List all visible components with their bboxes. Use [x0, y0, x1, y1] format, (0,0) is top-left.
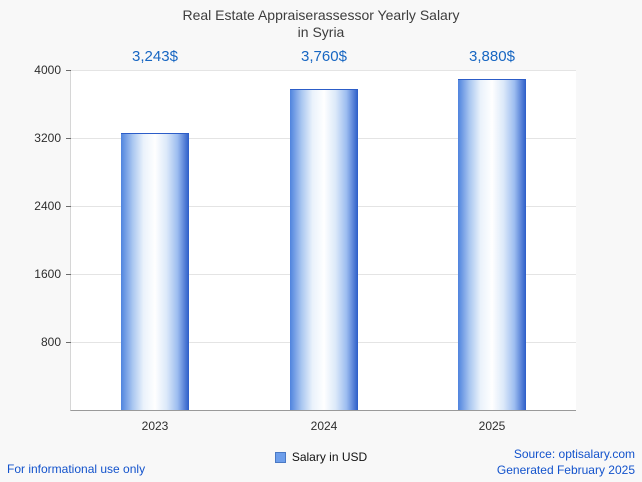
- y-axis-label: 2400: [34, 199, 61, 213]
- gridline: [71, 70, 576, 71]
- value-label-2024: 3,760$: [301, 48, 347, 65]
- chart-legend: Salary in USD: [0, 450, 642, 464]
- source-block: Source: optisalary.com Generated Februar…: [497, 446, 635, 478]
- plot-area: 4000 3200 2400 1600 800 3,243$ 2023 3,760$ 2024 3…: [34, 48, 576, 433]
- bar-2025: [458, 79, 526, 410]
- chart-title: Real Estate Appraiserassessor Yearly Sal…: [182, 7, 460, 23]
- legend-swatch: [274, 451, 286, 463]
- bar-2023: [121, 133, 189, 410]
- y-axis-label: 800: [40, 335, 61, 349]
- value-label-2023: 3,243$: [132, 48, 178, 65]
- y-axis-tick: [66, 274, 71, 275]
- y-axis-tick: [66, 206, 71, 207]
- value-label-2025: 3,880$: [469, 48, 515, 65]
- y-axis-tick: [66, 70, 71, 71]
- chart-title-block: Real Estate Appraiserassessor Yearly Sal…: [0, 7, 642, 41]
- generated-date: Generated February 2025: [496, 463, 635, 477]
- x-axis-label-2025: 2025: [478, 419, 506, 433]
- x-axis-label-2023: 2023: [141, 419, 169, 433]
- chart-subtitle: in Syria: [297, 24, 345, 40]
- x-axis-label-2024: 2024: [310, 419, 338, 433]
- y-axis-tick: [66, 342, 71, 343]
- disclaimer-text: For informational use only: [7, 462, 146, 476]
- legend-label: Salary in USD: [291, 450, 368, 464]
- y-axis-label: 4000: [34, 63, 61, 77]
- source-link[interactable]: Source: optisalary.com: [513, 447, 635, 461]
- y-axis-label: 3200: [34, 131, 61, 145]
- y-axis-tick: [66, 138, 71, 139]
- y-axis-label: 1600: [34, 267, 61, 281]
- bar-2024: [290, 89, 358, 410]
